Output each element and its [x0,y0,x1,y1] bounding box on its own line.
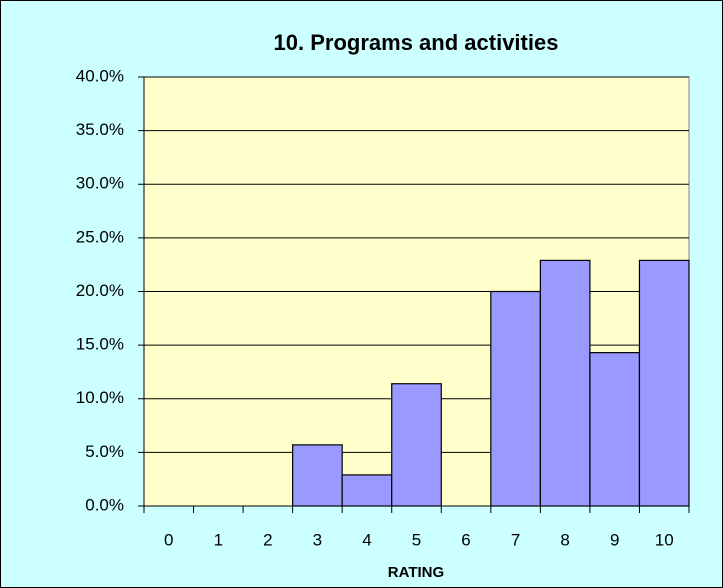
bar [292,444,343,507]
y-tick-label: 20.0% [76,281,124,300]
y-tick-label: 15.0% [76,335,124,354]
x-tick-label: 8 [560,530,569,549]
bar [638,259,690,507]
x-tick-label: 2 [263,530,272,549]
bar [539,259,591,507]
bar [490,290,541,507]
x-tick-label: 1 [214,530,223,549]
x-tick-label: 6 [461,530,470,549]
x-tick-label: 7 [511,530,520,549]
x-tick-label: 9 [610,530,619,549]
x-axis-label: RATING [388,564,444,581]
x-tick-label: 10 [655,530,674,549]
y-tick-label: 10.0% [76,388,124,407]
x-tick-label: 5 [412,530,421,549]
y-tick-label: 25.0% [76,227,124,246]
bar [589,352,641,507]
y-tick-label: 0.0% [85,495,124,514]
y-tick-label: 35.0% [76,120,124,139]
y-tick-label: 5.0% [85,442,124,461]
bar [341,474,393,507]
y-tick-label: 30.0% [76,174,124,193]
x-tick-label: 3 [313,530,322,549]
y-tick-label: 40.0% [76,66,124,85]
bar [391,383,442,507]
chart-title: 10. Programs and activities [274,30,559,55]
x-tick-label: 0 [164,530,173,549]
x-tick-label: 4 [362,530,371,549]
